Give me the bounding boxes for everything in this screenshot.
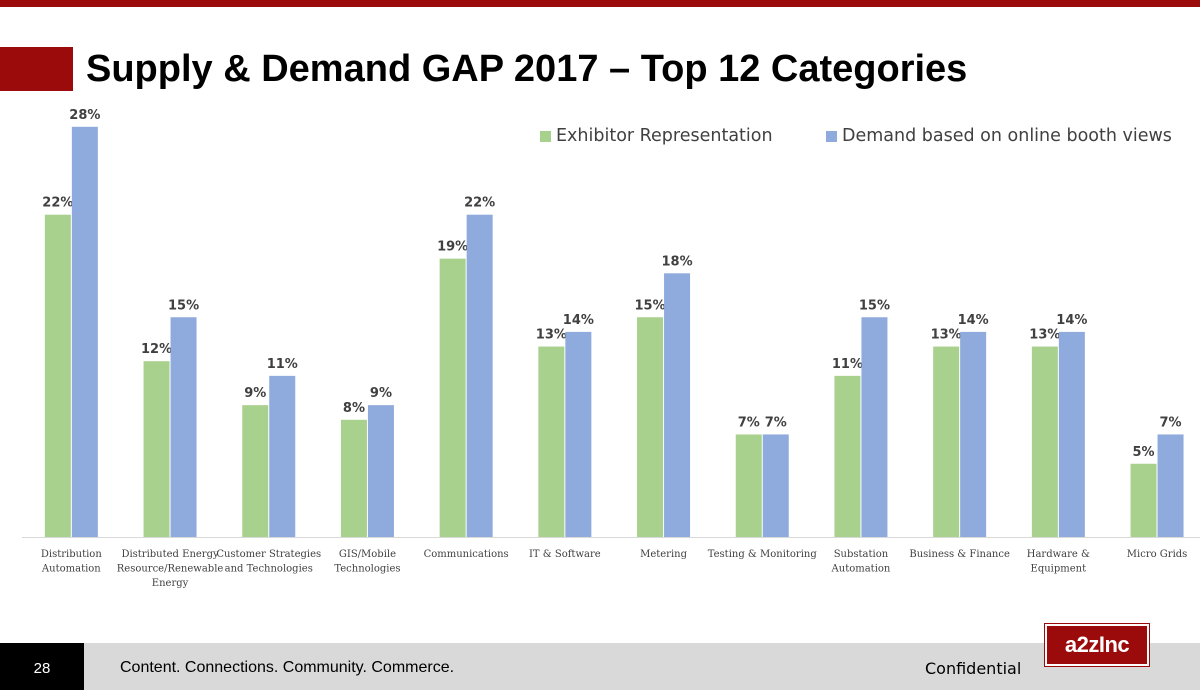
legend-label: Exhibitor Representation — [556, 126, 773, 146]
data-label: 14% — [958, 313, 989, 328]
footer-tagline: Content. Connections. Community. Commerc… — [120, 659, 455, 676]
bar-exhibitor — [834, 375, 861, 537]
category-label: Energy — [152, 578, 189, 589]
slide-title: Supply & Demand GAP 2017 – Top 12 Catego… — [86, 48, 968, 90]
bar-exhibitor — [538, 346, 565, 537]
data-label: 14% — [563, 313, 594, 328]
data-label: 28% — [69, 108, 100, 123]
category-label: Automation — [831, 564, 891, 575]
title-accent-block — [0, 47, 73, 91]
category-label: Metering — [640, 549, 688, 560]
bar-chart: 22% 28% Distribution Automation 12% 15% Distri… — [22, 108, 1200, 589]
data-label: 13% — [1029, 328, 1060, 343]
data-label: 15% — [859, 298, 890, 313]
category-label: Micro Grids — [1127, 549, 1188, 560]
legend-swatch — [540, 131, 551, 142]
bar-exhibitor — [933, 346, 960, 537]
data-label: 13% — [536, 328, 567, 343]
category-label: Distributed Energy — [121, 549, 219, 560]
category-label: and Technologies — [225, 564, 313, 575]
data-label: 9% — [370, 386, 392, 401]
data-label: 7% — [765, 415, 787, 430]
data-label: 13% — [931, 328, 962, 343]
category-label: Communications — [424, 549, 509, 560]
bar-exhibitor — [143, 361, 170, 537]
footer-bar — [0, 643, 1200, 690]
category-label: IT & Software — [529, 549, 601, 560]
data-label: 8% — [343, 401, 365, 416]
bar-demand — [367, 405, 394, 537]
bar-demand — [960, 331, 987, 537]
category-label: Hardware & — [1027, 549, 1090, 560]
bar-demand — [1157, 434, 1184, 537]
bar-exhibitor — [44, 214, 71, 537]
bar-exhibitor — [637, 317, 664, 537]
bar-demand — [664, 273, 691, 537]
category-label: Customer Strategies — [216, 549, 321, 560]
bar-exhibitor — [1031, 346, 1058, 537]
bar-demand — [762, 434, 789, 537]
data-label: 7% — [738, 415, 760, 430]
bar-demand — [1058, 331, 1085, 537]
data-label: 14% — [1056, 313, 1087, 328]
bar-demand — [565, 331, 592, 537]
page-number: 28 — [0, 643, 84, 690]
data-label: 22% — [42, 196, 73, 211]
data-label: 15% — [168, 298, 199, 313]
category-label: GIS/Mobile — [339, 549, 396, 560]
legend-swatch — [826, 131, 837, 142]
data-label: 5% — [1133, 445, 1155, 460]
category-label: Automation — [41, 564, 101, 575]
category-label: Business & Finance — [909, 549, 1010, 560]
top-accent-bar — [0, 0, 1200, 7]
data-label: 9% — [244, 386, 266, 401]
bar-exhibitor — [1130, 463, 1157, 537]
bar-exhibitor — [439, 258, 466, 537]
data-label: 11% — [267, 357, 298, 372]
data-label: 22% — [464, 196, 495, 211]
data-label: 18% — [661, 254, 692, 269]
category-label: Equipment — [1031, 564, 1087, 575]
logo-text: a2zInc — [1064, 632, 1130, 657]
bar-demand — [269, 375, 296, 537]
category-label: Resource/Renewable — [117, 564, 224, 575]
legend-label: Demand based on online booth views — [842, 126, 1172, 146]
category-label: Substation — [834, 549, 889, 560]
a2z-logo: a2zInc — [1044, 623, 1150, 667]
bar-exhibitor — [735, 434, 762, 537]
data-label: 11% — [832, 357, 863, 372]
category-label: Testing & Monitoring — [708, 549, 818, 560]
bar-exhibitor — [340, 419, 367, 537]
bar-demand — [466, 214, 493, 537]
bar-demand — [71, 126, 98, 538]
data-label: 19% — [437, 240, 468, 255]
data-label: 15% — [634, 298, 665, 313]
data-label: 12% — [141, 342, 172, 357]
bar-demand — [170, 317, 197, 537]
category-label: Distribution — [41, 549, 102, 560]
category-label: Technologies — [334, 564, 400, 575]
bar-exhibitor — [242, 405, 269, 537]
confidential-label: Confidential — [925, 659, 1022, 678]
bar-demand — [861, 317, 888, 537]
data-label: 7% — [1160, 415, 1182, 430]
